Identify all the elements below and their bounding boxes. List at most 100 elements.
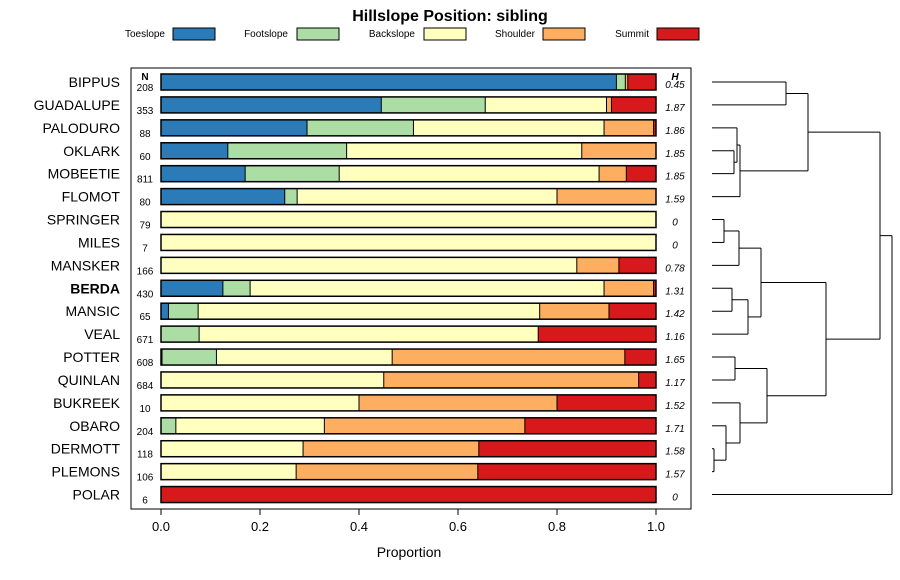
bar-outline-dermott — [160, 439, 657, 458]
bar-segment-berda-shoulder — [604, 280, 654, 297]
bar-row-potter: POTTER 608 1.65 — [63, 348, 685, 369]
plot-frame — [130, 67, 692, 510]
bar-segment-quinlan-summit — [638, 371, 656, 388]
x-tick-label: 0.8 — [548, 519, 566, 534]
bar-row-berda: BERDA 430 1.31 — [70, 279, 685, 300]
h-value-flomot: 1.59 — [665, 195, 685, 206]
legend-label-toeslope: Toeslope — [125, 29, 165, 40]
h-value-veal: 1.16 — [665, 332, 685, 343]
bar-row-obaro: OBARO 204 1.71 — [69, 417, 685, 438]
h-value-oklark: 1.85 — [665, 149, 685, 160]
row-label-obaro: OBARO — [69, 418, 120, 434]
bar-segment-dermott-backslope — [161, 440, 304, 457]
bar-segment-bukreek-backslope — [161, 394, 359, 411]
bar-segment-bukreek-summit — [557, 394, 656, 411]
bar-row-paloduro: PALODURO 88 1.86 — [42, 119, 685, 140]
x-tick-label: 0.4 — [350, 519, 368, 534]
n-value-mobeetie: 811 — [137, 175, 153, 186]
bar-segment-mansker-summit — [618, 257, 657, 274]
bar-row-plemons: PLEMONS 106 1.57 — [52, 462, 685, 484]
bar-segment-oklark-shoulder — [581, 142, 656, 159]
row-label-dermott: DERMOTT — [51, 441, 121, 457]
h-value-quinlan: 1.17 — [665, 378, 685, 389]
bar-outline-miles — [160, 233, 657, 252]
bar-segment-mansic-summit — [608, 303, 656, 320]
x-axis: 0.0 0.2 0.4 0.6 0.8 1.0 — [152, 509, 665, 534]
h-value-plemons: 1.57 — [665, 470, 685, 481]
n-value-plemons: 106 — [137, 473, 154, 484]
row-label-bukreek: BUKREEK — [53, 395, 121, 411]
n-value-mansker: 166 — [137, 266, 154, 277]
bar-row-dermott: DERMOTT 118 1.58 — [51, 439, 685, 461]
bar-row-mansker: MANSKER 166 0.78 — [51, 256, 685, 277]
bar-segment-bukreek-shoulder — [359, 394, 557, 411]
bar-segment-mansic-shoulder — [539, 303, 609, 320]
h-value-guadalupe: 1.87 — [665, 103, 685, 114]
bar-segment-mansker-shoulder — [576, 257, 619, 274]
bar-row-flomot: FLOMOT 80 1.59 — [62, 187, 685, 209]
row-label-veal: VEAL — [84, 326, 120, 342]
n-value-bukreek: 10 — [139, 404, 151, 415]
bar-segment-mobeetie-shoulder — [599, 165, 627, 182]
n-value-polar: 6 — [142, 496, 148, 507]
h-value-potter: 1.65 — [665, 355, 685, 366]
legend-label-footslope: Footslope — [244, 29, 288, 40]
bar-row-polar: POLAR 6 0 — [73, 485, 678, 507]
h-value-paloduro: 1.86 — [665, 126, 685, 137]
bar-outline-flomot — [160, 187, 657, 206]
bar-segment-mansic-toeslope — [161, 303, 169, 320]
bar-outline-bippus — [160, 73, 657, 91]
row-label-mansic: MANSIC — [66, 303, 120, 319]
bar-outline-oklark — [160, 142, 657, 160]
h-value-bukreek: 1.52 — [665, 401, 685, 412]
bar-row-springer: SPRINGER 79 0 — [47, 210, 678, 232]
row-label-springer: SPRINGER — [47, 212, 120, 228]
bar-outline-springer — [160, 210, 657, 229]
bar-segment-guadalupe-summit — [611, 96, 656, 113]
chart-title: Hillslope Position: sibling — [352, 8, 548, 25]
bar-row-veal: VEAL 671 1.16 — [84, 325, 685, 346]
bar-outline-quinlan — [160, 371, 657, 389]
row-label-mobeetie: MOBEETIE — [48, 166, 120, 182]
n-value-flomot: 80 — [139, 198, 151, 209]
bar-segment-mobeetie-summit — [626, 165, 656, 182]
n-value-miles: 7 — [142, 243, 148, 254]
bar-segment-guadalupe-footslope — [381, 96, 486, 113]
bar-segment-dermott-summit — [478, 440, 656, 457]
h-value-polar: 0 — [672, 493, 678, 504]
bar-segment-polar-summit — [161, 486, 656, 503]
bar-outline-guadalupe — [160, 96, 657, 114]
row-label-flomot: FLOMOT — [62, 189, 121, 205]
bar-row-miles: MILES 7 0 — [78, 233, 678, 254]
n-value-dermott: 118 — [137, 450, 153, 461]
bar-segment-bippus-toeslope — [161, 74, 617, 90]
bar-segment-flomot-backslope — [297, 188, 558, 205]
bar-row-mobeetie: MOBEETIE 811 1.85 — [48, 164, 685, 186]
bar-segment-mansic-backslope — [198, 303, 540, 320]
bar-segment-veal-footslope — [161, 326, 200, 343]
bar-segment-bippus-shoulder — [625, 74, 628, 90]
bar-outline-plemons — [160, 462, 657, 481]
n-value-quinlan: 684 — [137, 381, 154, 392]
n-value-obaro: 204 — [137, 427, 154, 438]
n-value-mansic: 65 — [139, 312, 151, 323]
bar-segment-mobeetie-footslope — [245, 165, 340, 182]
n-column-header: N — [141, 72, 148, 83]
x-tick-label: 0.2 — [251, 519, 269, 534]
bar-segment-obaro-backslope — [175, 417, 325, 434]
bar-segment-guadalupe-backslope — [485, 96, 607, 113]
bar-segment-dermott-shoulder — [303, 440, 479, 457]
legend-swatch-footslope — [296, 27, 340, 41]
bar-row-quinlan: QUINLAN 684 1.17 — [58, 371, 685, 392]
x-tick-label: 0.6 — [449, 519, 467, 534]
row-label-potter: POTTER — [63, 349, 120, 365]
bar-segment-mansic-footslope — [168, 303, 199, 320]
bar-segment-guadalupe-shoulder — [606, 96, 612, 113]
n-value-paloduro: 88 — [139, 129, 151, 140]
bar-row-guadalupe: GUADALUPE 353 1.87 — [34, 96, 685, 117]
bar-segment-paloduro-backslope — [413, 119, 605, 136]
h-column-header: H — [671, 72, 679, 83]
bar-segment-berda-backslope — [250, 280, 605, 297]
n-value-springer: 79 — [139, 221, 151, 232]
